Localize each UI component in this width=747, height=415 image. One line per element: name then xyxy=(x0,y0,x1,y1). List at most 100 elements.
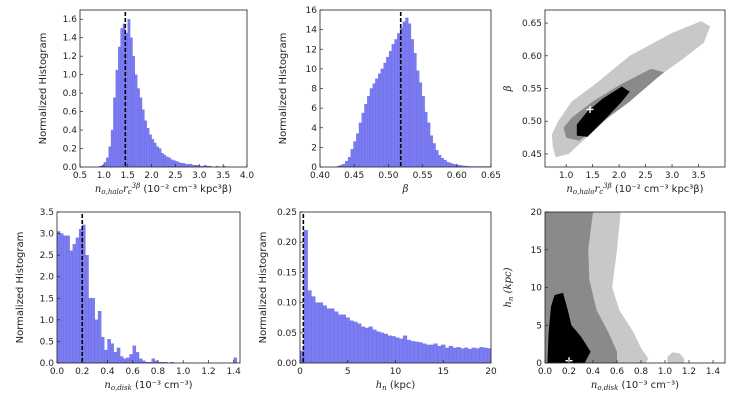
contour-region-1 xyxy=(667,352,685,363)
x-tick-label: 1.0 xyxy=(176,367,191,377)
x-tick-label: 2.5 xyxy=(638,171,652,181)
histogram-bar xyxy=(88,298,92,363)
histogram-bar xyxy=(315,302,320,363)
panel-p4: 0.0 0.2 0.4 0.6 0.8 1.0 1.2 1.4 0.0 0.5 1.0 1.5 2.0 2… xyxy=(15,208,241,392)
y-tick-label: 0.55 xyxy=(522,85,542,95)
y-tick-label: 20 xyxy=(531,208,543,218)
y-tick-label: 0.15 xyxy=(277,268,297,278)
x-tick-label: 2.5 xyxy=(168,171,182,181)
histogram-bar xyxy=(163,154,167,167)
x-tick-label: 3.0 xyxy=(665,171,680,181)
histogram-bar xyxy=(418,342,423,363)
histogram-bar xyxy=(107,339,111,363)
histogram-bar xyxy=(184,164,188,167)
histogram-bar xyxy=(182,163,186,167)
histogram-bar xyxy=(132,56,136,167)
y-tick-label: 12 xyxy=(306,45,317,55)
y-tick-label: 0.25 xyxy=(277,208,297,218)
y-tick-label: 1.4 xyxy=(63,34,78,44)
histogram-bar xyxy=(479,347,484,363)
histogram-bar xyxy=(91,298,96,363)
plot-area xyxy=(57,214,237,363)
histogram-bar xyxy=(139,97,143,167)
histogram-bar xyxy=(383,62,387,167)
histogram-bar xyxy=(97,311,102,363)
histogram-bar xyxy=(189,164,193,167)
y-tick-label: 0.10 xyxy=(277,299,297,309)
histogram-bar xyxy=(406,339,411,363)
histogram-bar xyxy=(175,161,178,167)
panel-p3: 1.0 1.5 2.0 2.5 3.0 3.5 0.45 0.50 0.55 0.60 0.65 no… xyxy=(503,9,726,196)
histogram-bar xyxy=(387,335,392,363)
contour-region-2 xyxy=(576,86,630,137)
x-tick-label: 0.2 xyxy=(562,367,576,377)
histogram-bar xyxy=(113,97,116,167)
y-tick-label: 0 xyxy=(536,359,542,369)
histogram-bar xyxy=(127,19,131,167)
x-tick-label: 0.0 xyxy=(538,367,553,377)
x-tick-label: 10 xyxy=(390,367,402,377)
histogram-bar xyxy=(402,335,408,363)
x-axis-label: no,halorc3β (10⁻² cm⁻³ kpc³β) xyxy=(95,182,232,196)
histogram-bar xyxy=(208,165,212,167)
y-tick-label: 1.2 xyxy=(63,52,77,62)
histogram-bar xyxy=(456,347,461,363)
histogram-bar xyxy=(380,332,385,363)
y-tick-label: 0.50 xyxy=(522,117,542,127)
histogram-bar xyxy=(386,56,390,167)
histogram-bar xyxy=(132,345,137,363)
histogram-bar xyxy=(115,69,119,167)
histogram-bar xyxy=(421,96,425,167)
histogram-bar xyxy=(156,146,159,167)
histogram-bar xyxy=(361,112,365,167)
histogram-bar xyxy=(108,146,112,167)
y-axis-label: hn (kpc) xyxy=(503,267,515,307)
y-tick-label: 0.4 xyxy=(63,126,78,136)
histogram-bar xyxy=(158,148,162,167)
histogram-bar xyxy=(104,349,108,363)
axes-frame xyxy=(79,9,248,168)
contour-region-3 xyxy=(547,292,591,363)
x-tick-label: 2.0 xyxy=(144,171,159,181)
histogram-bar xyxy=(353,141,357,167)
histogram-bar xyxy=(311,296,316,363)
histogram-bar xyxy=(375,78,379,167)
histogram-bar xyxy=(342,163,346,167)
histogram-bar xyxy=(388,51,392,167)
plot-area xyxy=(336,12,491,167)
x-axis-label: hn (kpc) xyxy=(376,380,416,392)
y-tick-label: 10 xyxy=(531,284,543,294)
plot-area xyxy=(300,214,491,363)
x-tick-label: 0.0 xyxy=(50,367,65,377)
y-axis-label: Normalized Histogram xyxy=(278,33,289,145)
x-tick-label: 3.0 xyxy=(192,171,207,181)
histogram-bar xyxy=(464,347,469,363)
histogram-bar xyxy=(106,157,109,167)
histogram-bar xyxy=(471,347,476,363)
histogram-bar xyxy=(416,70,420,167)
histogram-bar xyxy=(144,120,147,167)
x-axis-label: no,disk (10⁻³ cm⁻³) xyxy=(591,380,679,392)
histogram-bar xyxy=(487,348,491,363)
histogram-bar xyxy=(435,150,439,167)
x-tick-label: 20 xyxy=(485,367,497,377)
x-tick-label: 1.2 xyxy=(201,367,215,377)
x-tick-label: 4.0 xyxy=(240,171,255,181)
histogram-bar xyxy=(350,149,354,167)
histogram-bar xyxy=(391,44,395,167)
histogram-bar xyxy=(358,122,362,167)
histogram-bar xyxy=(180,163,183,167)
histogram-bar xyxy=(153,142,157,167)
histogram-bar xyxy=(187,164,190,167)
histogram-bar xyxy=(377,73,382,167)
plot-area xyxy=(551,21,711,158)
x-tick-label: 1.0 xyxy=(559,171,574,181)
x-tick-label: 1.0 xyxy=(658,367,673,377)
histogram-bar xyxy=(446,161,450,167)
histogram-bar xyxy=(372,83,376,167)
histogram-bar xyxy=(452,347,457,363)
y-tick-label: 0.0 xyxy=(63,163,78,173)
histogram-bar xyxy=(118,46,121,167)
y-tick-label: 0.2 xyxy=(63,145,77,155)
histogram-bar xyxy=(395,337,400,363)
